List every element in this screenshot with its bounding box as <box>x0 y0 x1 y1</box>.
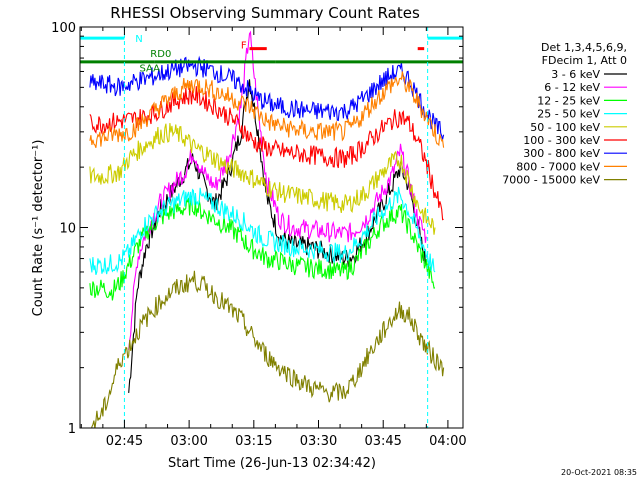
annotation-2: F <box>241 41 247 52</box>
chart-title: RHESSI Observing Summary Count Rates <box>110 4 420 22</box>
legend-label-3: 25 - 50 keV <box>537 108 600 121</box>
x-tick-label-0: 02:45 <box>106 434 143 449</box>
series-line-0 <box>128 79 427 393</box>
legend-header-line-2: FDecim 1, Att 0 <box>542 54 627 67</box>
x-tick-label-3: 03:30 <box>300 434 337 449</box>
series-line-5 <box>89 86 444 221</box>
annotation-3: SAA <box>140 63 161 74</box>
series-line-1 <box>128 30 427 350</box>
plot-clipped-group <box>80 27 463 428</box>
y-tick-label-2: 100 <box>51 21 76 36</box>
legend-header-line-1: Det 1,3,4,5,6,9, <box>541 41 627 54</box>
annotation-0: N <box>135 34 142 45</box>
x-tick-label-1: 03:00 <box>170 434 207 449</box>
legend-label-4: 50 - 100 keV <box>530 121 600 134</box>
y-tick-label-0: 1 <box>68 422 76 437</box>
legend-label-7: 800 - 7000 keV <box>516 160 600 173</box>
series-line-7 <box>89 71 445 148</box>
generation-timestamp: 20-Oct-2021 08:35 <box>561 468 637 477</box>
legend: Det 1,3,4,5,6,9, FDecim 1, Att 0 3 - 6 k… <box>502 41 627 187</box>
series-line-6 <box>89 55 445 140</box>
annotation-1: RD0 <box>150 49 171 60</box>
legend-label-6: 300 - 800 keV <box>523 147 600 160</box>
series-line-4 <box>89 123 436 235</box>
x-tick-label-2: 03:15 <box>235 434 272 449</box>
series-line-2 <box>89 195 436 301</box>
y-tick-label-1: 10 <box>59 222 76 237</box>
legend-label-5: 100 - 300 keV <box>523 134 600 147</box>
legend-label-0: 3 - 6 keV <box>551 68 600 81</box>
y-axis-label: Count Rate (s⁻¹ detector⁻¹) <box>31 140 46 317</box>
legend-label-1: 6 - 12 keV <box>544 81 600 94</box>
legend-label-8: 7000 - 15000 keV <box>502 174 600 187</box>
plot-area: N RD0 F SAA 02:45 03:00 03:15 03:30 03:45 04:00 1 1… <box>51 21 466 449</box>
series-line-8 <box>91 270 445 428</box>
x-tick-label-5: 04:00 <box>429 434 466 449</box>
x-tick-label-4: 03:45 <box>364 434 401 449</box>
x-axis-label: Start Time (26-Jun-13 02:34:42) <box>168 456 376 471</box>
series-line-3 <box>89 186 436 275</box>
legend-label-2: 12 - 25 keV <box>537 94 600 107</box>
